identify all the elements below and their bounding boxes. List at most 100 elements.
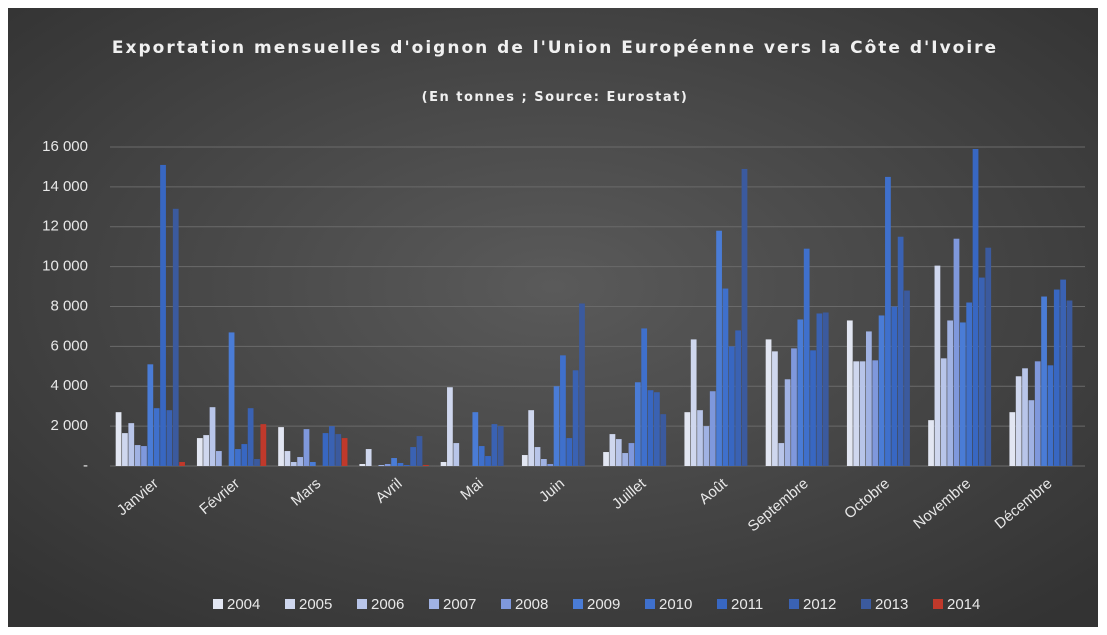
legend-swatch (789, 599, 799, 609)
bar (147, 364, 154, 466)
bar (972, 148, 979, 466)
bar (179, 462, 185, 466)
bar (628, 443, 635, 466)
bar (403, 465, 410, 466)
bar (254, 459, 260, 466)
bar (235, 449, 241, 466)
bar (979, 277, 985, 466)
bar (309, 462, 316, 466)
bar (553, 386, 560, 466)
bar (810, 350, 816, 466)
bar (615, 439, 622, 466)
bar (985, 247, 992, 466)
bar (284, 451, 291, 466)
bar (684, 412, 691, 466)
bar (846, 320, 853, 466)
bar (122, 433, 128, 466)
legend-label: 2008 (515, 596, 548, 613)
bar (859, 361, 866, 466)
bar (128, 423, 135, 466)
bar (603, 452, 609, 466)
bar (641, 328, 648, 466)
bar (378, 465, 385, 466)
bar (865, 331, 872, 466)
bar (778, 443, 785, 466)
bar (1022, 368, 1028, 466)
bar (690, 339, 697, 466)
legend-label: 2005 (299, 596, 332, 613)
bar (709, 391, 716, 466)
y-tick-label: 2 000 (50, 417, 88, 434)
legend-label: 2006 (371, 596, 404, 613)
legend-swatch (645, 599, 655, 609)
bar (772, 351, 778, 466)
bar (1066, 300, 1073, 466)
bar (365, 449, 372, 466)
bar (741, 168, 748, 466)
bar (697, 410, 703, 466)
bar (634, 382, 641, 466)
bar (547, 464, 554, 466)
bar (335, 434, 342, 466)
bar (660, 414, 667, 466)
bar (260, 424, 267, 466)
bar (722, 288, 729, 466)
legend-label: 2010 (659, 596, 692, 613)
bar (1028, 400, 1035, 466)
bar (784, 379, 791, 466)
bar (647, 390, 654, 466)
bar (953, 238, 960, 466)
legend-swatch (429, 599, 439, 609)
bar (566, 438, 573, 466)
bar (416, 436, 423, 466)
bar (359, 464, 366, 466)
legend-swatch (717, 599, 727, 609)
bar (934, 265, 941, 466)
bar (521, 455, 528, 466)
bar (703, 426, 710, 466)
bar (215, 451, 222, 466)
bar (803, 248, 810, 466)
bar (572, 370, 579, 466)
bar (579, 303, 585, 466)
bar (290, 462, 297, 466)
chart-background (8, 8, 1098, 627)
bar (422, 465, 429, 466)
legend-swatch (213, 599, 223, 609)
bar (904, 290, 910, 466)
bar (203, 435, 210, 466)
bar (947, 320, 953, 466)
bar (453, 443, 460, 466)
chart-subtitle: (En tonnes ; Source: Eurostat) (421, 90, 689, 105)
bar (853, 361, 860, 466)
bar (822, 312, 829, 466)
y-tick-label: 8 000 (50, 297, 88, 314)
bar (485, 456, 491, 466)
bar (1009, 412, 1016, 466)
bar (797, 319, 804, 466)
bar (891, 306, 898, 466)
legend-label: 2011 (731, 596, 763, 613)
bar (278, 427, 284, 466)
bar (491, 424, 498, 466)
bar (885, 176, 891, 466)
legend-swatch (285, 599, 295, 609)
bar (872, 360, 879, 466)
bar (878, 315, 885, 466)
y-tick-label: 6 000 (50, 337, 88, 354)
y-tick-label: 4 000 (50, 377, 88, 394)
bar (247, 408, 254, 466)
bar (397, 463, 404, 466)
chart-title: Exportation mensuelles d'oignon de l'Uni… (111, 38, 999, 58)
bar (528, 410, 535, 466)
bar (928, 420, 934, 466)
y-tick-label: 12 000 (42, 218, 88, 235)
legend-label: 2007 (443, 596, 476, 613)
bar (391, 458, 397, 466)
bar (940, 358, 947, 466)
bar (447, 387, 453, 466)
bar (115, 412, 122, 466)
legend-label: 2009 (587, 596, 620, 613)
